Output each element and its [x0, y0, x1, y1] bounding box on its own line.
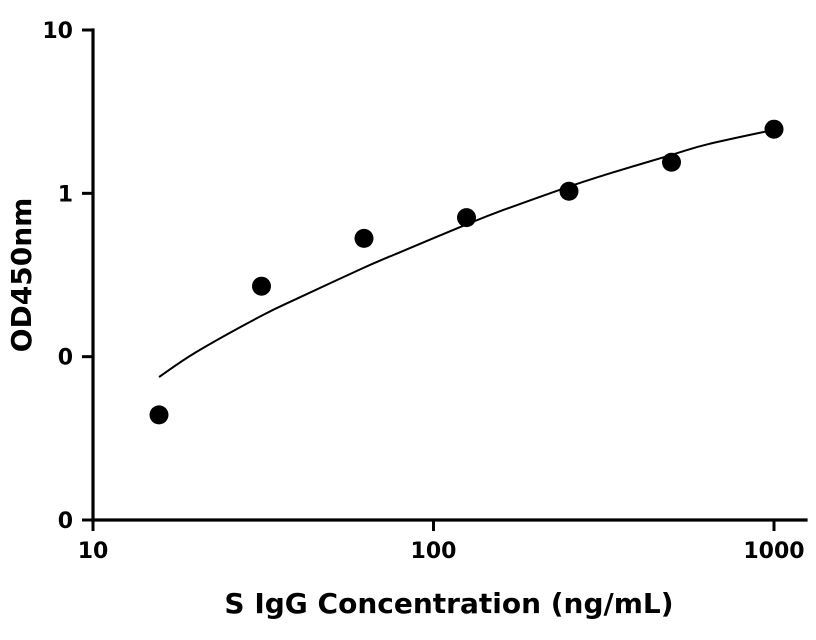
data-point [764, 119, 784, 139]
y-tick-label: 0 [58, 346, 73, 371]
x-axis-title: S IgG Concentration (ng/mL) [224, 587, 673, 620]
data-point [661, 152, 681, 172]
x-tick-label: 100 [411, 539, 457, 564]
data-points [149, 119, 784, 425]
x-ticks: 10 100 1000 [78, 520, 805, 564]
fit-curve [158, 128, 775, 378]
x-tick-label: 10 [78, 539, 109, 564]
x-tick-label: 1000 [743, 539, 804, 564]
y-axis-title: OD450nm [5, 198, 38, 353]
y-tick-label: 0 [58, 509, 73, 534]
y-tick-label: 10 [42, 19, 73, 44]
data-point [559, 181, 579, 201]
data-point [354, 228, 374, 248]
data-point [149, 405, 169, 425]
y-tick-label: 1 [58, 182, 73, 207]
data-point [456, 208, 476, 228]
data-point [251, 276, 271, 296]
